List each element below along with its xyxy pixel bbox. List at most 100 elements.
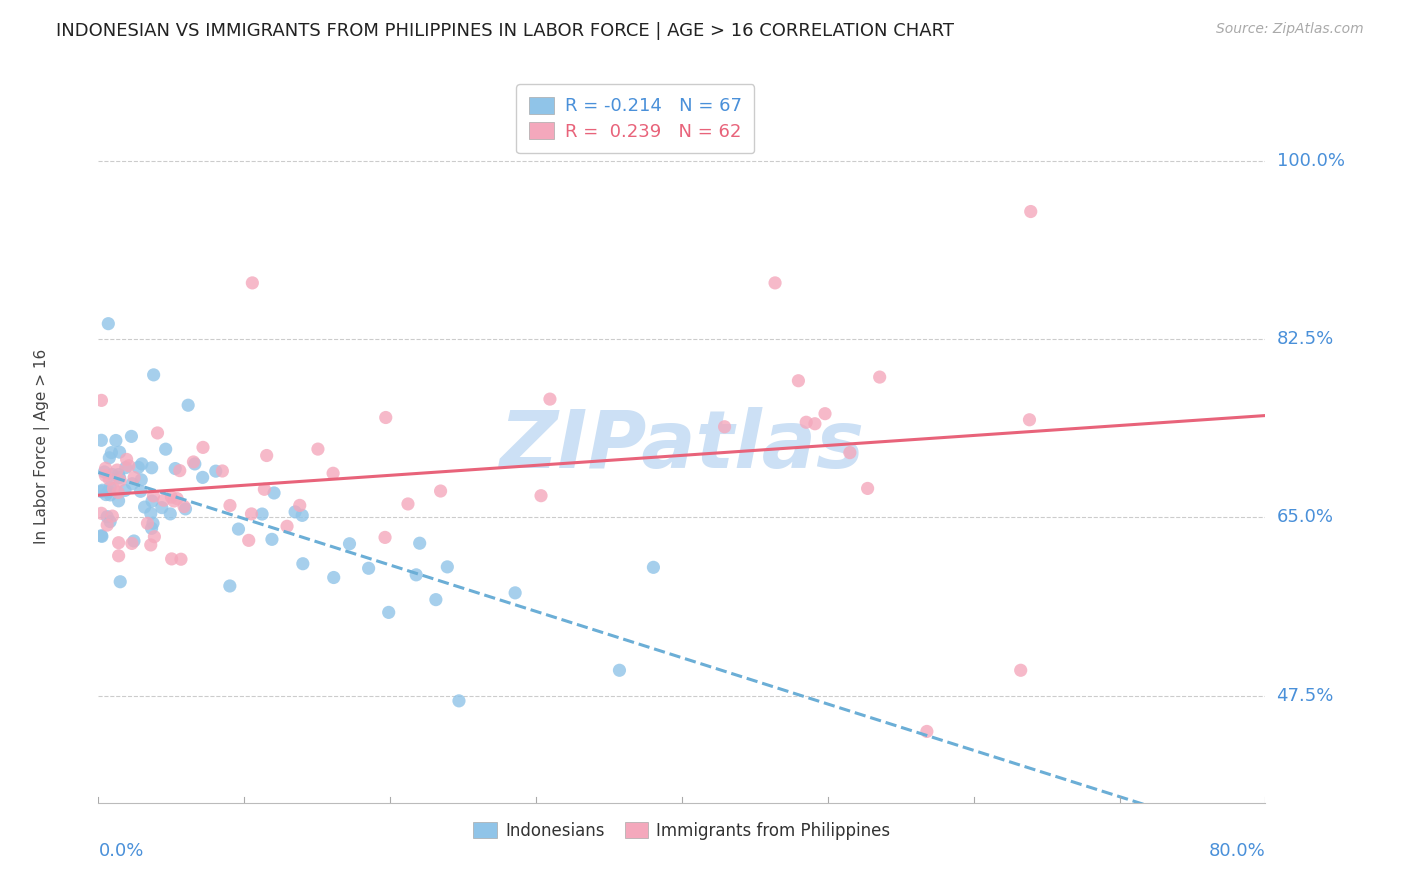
Point: [142, 489, 165, 503]
Point: [170, 552, 193, 566]
Point: [146, 425, 169, 440]
Point: [530, 489, 553, 503]
Point: [152, 493, 174, 508]
Point: [129, 473, 152, 487]
Point: [1010, 663, 1032, 677]
Point: [100, 445, 122, 459]
Point: [174, 502, 197, 516]
Point: [856, 482, 879, 496]
Point: [339, 537, 361, 551]
Point: [374, 530, 396, 544]
Point: [155, 442, 177, 457]
Point: [90, 434, 112, 448]
Point: [141, 494, 163, 508]
Point: [115, 452, 138, 467]
Point: [97, 317, 120, 331]
Point: [169, 464, 191, 478]
Point: [184, 457, 207, 471]
Point: [129, 484, 152, 499]
Text: 0.0%: 0.0%: [98, 842, 143, 860]
Point: [150, 500, 173, 515]
Point: [141, 460, 163, 475]
Point: [103, 482, 125, 496]
Text: 65.0%: 65.0%: [1277, 508, 1333, 526]
Point: [96, 509, 118, 524]
Point: [131, 457, 153, 471]
Point: [263, 486, 285, 500]
Point: [538, 392, 561, 406]
Point: [787, 374, 810, 388]
Point: [160, 490, 183, 504]
Point: [94, 487, 117, 501]
Point: [108, 445, 131, 459]
Point: [219, 499, 242, 513]
Point: [108, 474, 131, 488]
Point: [253, 483, 276, 497]
Point: [98, 480, 121, 494]
Point: [408, 536, 430, 550]
Point: [288, 499, 311, 513]
Point: [142, 368, 165, 382]
Text: In Labor Force | Age > 16: In Labor Force | Age > 16: [34, 349, 51, 543]
Point: [838, 445, 860, 459]
Point: [142, 516, 165, 531]
Point: [107, 549, 129, 563]
Point: [643, 560, 665, 574]
Point: [94, 461, 117, 475]
Point: [97, 484, 120, 499]
Point: [107, 535, 129, 549]
Point: [228, 522, 250, 536]
Text: 80.0%: 80.0%: [1209, 842, 1265, 860]
Point: [322, 570, 344, 584]
Point: [114, 483, 136, 498]
Point: [118, 458, 141, 473]
Point: [794, 415, 817, 429]
Text: INDONESIAN VS IMMIGRANTS FROM PHILIPPINES IN LABOR FORCE | AGE > 16 CORRELATION : INDONESIAN VS IMMIGRANTS FROM PHILIPPINE…: [56, 22, 955, 40]
Point: [96, 518, 118, 533]
Point: [127, 460, 149, 475]
Point: [121, 536, 143, 550]
Point: [173, 500, 195, 514]
Point: [915, 724, 938, 739]
Point: [503, 586, 526, 600]
Point: [609, 663, 631, 677]
Point: [121, 476, 143, 491]
Text: ZIPatlas: ZIPatlas: [499, 407, 865, 485]
Point: [291, 508, 314, 523]
Point: [98, 515, 121, 529]
Point: [204, 464, 226, 478]
Point: [134, 500, 156, 514]
Point: [183, 455, 205, 469]
Point: [98, 488, 121, 502]
Point: [122, 470, 145, 484]
Point: [107, 467, 129, 482]
Point: [250, 507, 273, 521]
Point: [284, 505, 307, 519]
Point: [425, 592, 447, 607]
Point: [1019, 204, 1042, 219]
Point: [377, 606, 399, 620]
Point: [357, 561, 380, 575]
Point: [374, 410, 396, 425]
Point: [211, 464, 233, 478]
Point: [276, 519, 298, 533]
Text: 100.0%: 100.0%: [1277, 152, 1344, 169]
Point: [191, 441, 214, 455]
Text: 47.5%: 47.5%: [1277, 687, 1334, 705]
Text: Source: ZipAtlas.com: Source: ZipAtlas.com: [1216, 22, 1364, 37]
Point: [107, 485, 129, 500]
Point: [166, 491, 188, 506]
Point: [136, 516, 159, 531]
Point: [1018, 413, 1040, 427]
Point: [141, 521, 163, 535]
Point: [177, 398, 200, 412]
Point: [713, 419, 735, 434]
Point: [93, 465, 115, 479]
Point: [191, 470, 214, 484]
Point: [291, 557, 314, 571]
Point: [165, 461, 187, 475]
Point: [105, 463, 128, 477]
Point: [307, 442, 329, 456]
Point: [90, 484, 112, 499]
Point: [159, 507, 181, 521]
